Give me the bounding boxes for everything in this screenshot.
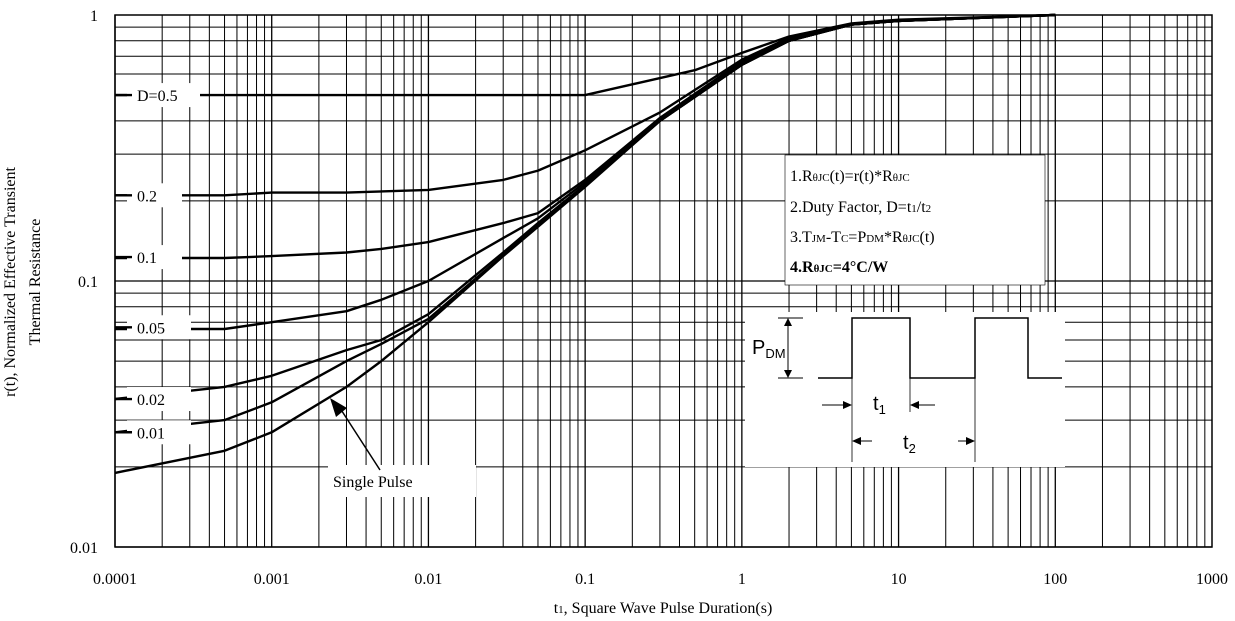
x-tick-label: 0.001: [254, 571, 290, 588]
note-2: 2.Duty Factor, D=t1/t2: [790, 199, 931, 216]
pulse-diagram: PDM t1 t2: [745, 312, 1065, 467]
y-tick-label: 0.01: [70, 540, 98, 557]
series-label-bg: [127, 183, 182, 208]
note-4: 4.RθJC=4°C/W: [790, 259, 888, 276]
series-label-bg: [127, 315, 191, 340]
series-label-text: D=0.5: [137, 88, 178, 105]
y-tick-label: 0.1: [78, 274, 98, 291]
single-pulse-arrow: [337, 404, 381, 471]
series-label-d-0-5: D=0.5: [115, 83, 200, 108]
series-label-0-01: 0.01: [115, 420, 191, 445]
notes-box: 1.RθJC(t)=r(t)*RθJC 2.Duty Factor, D=t1/…: [784, 154, 1046, 286]
series-label-0-05: 0.05: [115, 315, 191, 340]
series-label-text: 0.1: [137, 250, 157, 267]
pdm-label: PDM: [752, 337, 786, 361]
x-tick-label: 100: [1043, 571, 1067, 588]
plot-frame: [114, 14, 1213, 548]
pulse-waveform: [818, 317, 1062, 379]
x-tick-labels: 0.0001 0.001 0.01 0.1 1 10 100 1000: [93, 571, 1228, 588]
x-tick-label: 10: [891, 571, 907, 588]
t1-label: t1: [873, 393, 886, 417]
series-label-0-02: 0.02: [115, 387, 191, 412]
curve-single-pulse: [114, 13, 1056, 475]
t2-label: t2: [903, 432, 916, 456]
x-tick-label: 0.0001: [93, 571, 137, 588]
x-tick-label: 1: [738, 571, 746, 588]
series-label-text: 0.01: [137, 425, 165, 442]
single-pulse-arrowhead: [330, 398, 347, 417]
note-3: 3.TJM-TC=PDM*RθJC(t): [790, 229, 935, 246]
series-label-text: 0.02: [137, 392, 165, 409]
series-label-bg: [127, 83, 200, 108]
x-tick-label: 1000: [1196, 571, 1228, 588]
y-axis-label-line1: r(t), Normalized Effective Transient: [2, 167, 19, 397]
x-tick-label: 0.1: [575, 571, 595, 588]
series-labels: D=0.5 0.2 0.1 0.05 0.02 0.01: [115, 83, 200, 445]
series-label-text: 0.05: [137, 320, 165, 337]
series-label-text: 0.2: [137, 188, 157, 205]
single-pulse-annotation: Single Pulse: [328, 398, 476, 497]
single-pulse-label: Single Pulse: [333, 474, 413, 491]
series-label-0-2: 0.2: [115, 183, 182, 208]
y-tick-labels: 1 0.1 0.01: [70, 8, 98, 557]
note-1: 1.RθJC(t)=r(t)*RθJC: [790, 168, 910, 185]
series-label-bg: [127, 387, 191, 412]
series-label-bg: [127, 420, 191, 445]
curves: [114, 13, 1056, 475]
x-tick-label: 0.01: [414, 571, 442, 588]
x-axis-label: t1, Square Wave Pulse Duration(s): [554, 600, 773, 617]
series-label-bg: [127, 245, 182, 270]
y-tick-label: 1: [90, 8, 98, 25]
series-label-0-1: 0.1: [115, 245, 182, 270]
y-axis-label-line2: Thermal Resistance: [27, 219, 44, 346]
